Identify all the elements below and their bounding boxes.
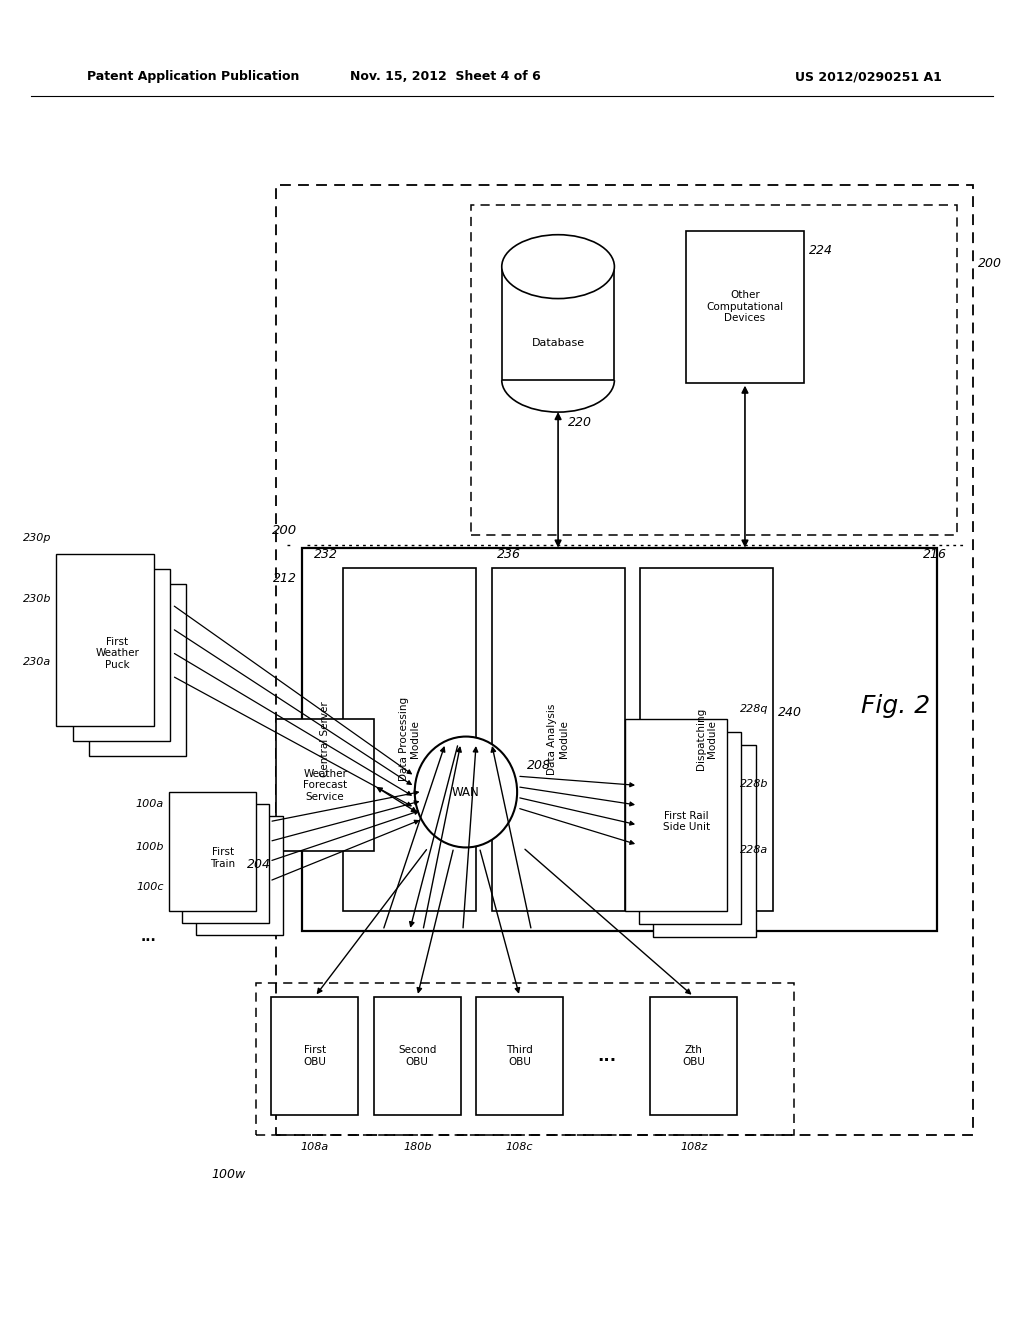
Text: 108c: 108c <box>506 1142 534 1152</box>
Bar <box>56 554 154 726</box>
Text: 108z: 108z <box>680 1142 708 1152</box>
Text: Weather
Forecast
Service: Weather Forecast Service <box>303 768 347 803</box>
Text: 200: 200 <box>271 524 297 537</box>
Text: Zth
OBU: Zth OBU <box>682 1045 706 1067</box>
Text: Nov. 15, 2012  Sheet 4 of 6: Nov. 15, 2012 Sheet 4 of 6 <box>350 70 541 83</box>
Bar <box>343 568 476 911</box>
Text: First
OBU: First OBU <box>303 1045 327 1067</box>
Text: 200: 200 <box>978 257 1001 271</box>
Text: 100c: 100c <box>136 882 164 892</box>
Bar <box>639 733 741 924</box>
Bar <box>476 997 563 1115</box>
Text: 212: 212 <box>273 572 297 585</box>
Text: First Rail
Side Unit: First Rail Side Unit <box>663 810 710 833</box>
Text: Other
Computational
Devices: Other Computational Devices <box>707 290 783 323</box>
Text: 100b: 100b <box>135 842 164 853</box>
Bar <box>686 231 804 383</box>
Bar <box>650 997 737 1115</box>
Text: Patent Application Publication: Patent Application Publication <box>87 70 299 83</box>
Text: Second
OBU: Second OBU <box>398 1045 436 1067</box>
Text: Third
OBU: Third OBU <box>506 1045 534 1067</box>
Ellipse shape <box>415 737 517 847</box>
Text: ...: ... <box>140 931 157 944</box>
Text: 232: 232 <box>314 548 338 561</box>
Text: Data Analysis
Module: Data Analysis Module <box>547 704 569 775</box>
Text: Fig. 2: Fig. 2 <box>861 694 931 718</box>
Text: 228b: 228b <box>739 779 768 789</box>
Bar <box>73 569 170 741</box>
Bar <box>271 997 358 1115</box>
Text: 230a: 230a <box>23 657 51 668</box>
Bar <box>276 185 973 1135</box>
Text: First
Train: First Train <box>210 847 236 869</box>
Text: 224: 224 <box>809 244 833 257</box>
Bar <box>89 583 186 755</box>
Text: 236: 236 <box>497 548 520 561</box>
Text: First
Weather
Puck: First Weather Puck <box>95 636 139 671</box>
Text: 230p: 230p <box>23 533 51 544</box>
Text: 100a: 100a <box>135 799 164 809</box>
Bar <box>471 205 957 535</box>
Bar <box>492 568 625 911</box>
Bar <box>196 816 283 935</box>
Text: 216: 216 <box>924 548 947 561</box>
Text: Database: Database <box>531 338 585 348</box>
Text: 204: 204 <box>248 858 271 871</box>
Text: 220: 220 <box>568 416 592 429</box>
Text: 228a: 228a <box>739 845 768 855</box>
Text: US 2012/0290251 A1: US 2012/0290251 A1 <box>796 70 942 83</box>
Text: 230b: 230b <box>23 594 51 605</box>
Bar <box>182 804 269 923</box>
Text: 208: 208 <box>527 759 551 772</box>
Text: Data Processing
Module: Data Processing Module <box>398 697 421 781</box>
Text: 240: 240 <box>778 706 802 719</box>
Text: 180b: 180b <box>403 1142 431 1152</box>
Text: 108a: 108a <box>301 1142 329 1152</box>
Bar <box>502 267 614 380</box>
Text: 100w: 100w <box>212 1168 246 1181</box>
Text: ...: ... <box>597 1047 616 1065</box>
Bar <box>256 983 794 1135</box>
Ellipse shape <box>502 235 614 298</box>
Bar <box>302 548 937 931</box>
Bar <box>640 568 773 911</box>
Bar <box>169 792 256 911</box>
Bar <box>653 746 756 937</box>
Text: 228q: 228q <box>739 704 768 714</box>
Bar <box>374 997 461 1115</box>
Bar <box>276 719 374 851</box>
Text: WAN: WAN <box>452 785 480 799</box>
Bar <box>625 719 727 911</box>
Text: Central Server: Central Server <box>319 701 330 777</box>
Text: Dispatching
Module: Dispatching Module <box>695 708 718 771</box>
